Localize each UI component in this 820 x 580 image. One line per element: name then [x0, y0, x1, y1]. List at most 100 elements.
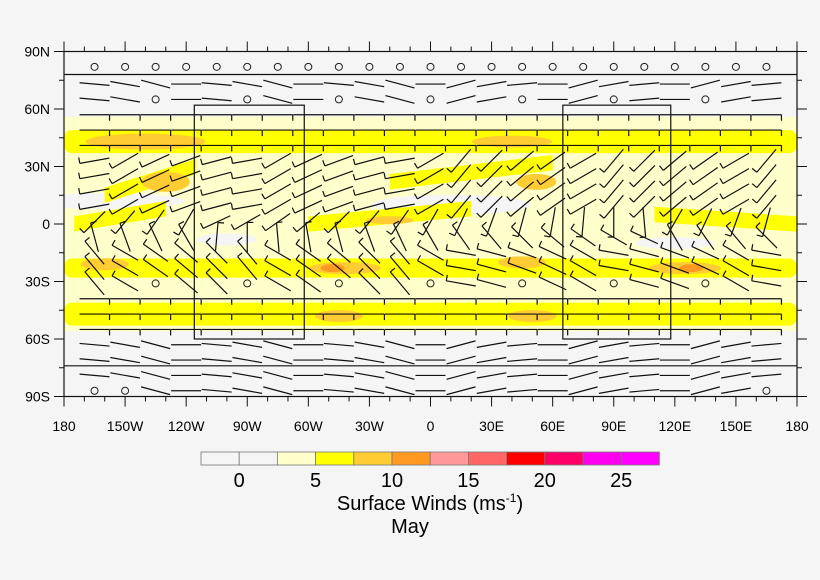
barb-flag [512, 234, 519, 238]
wind-barb [544, 207, 556, 238]
wind-barb [323, 358, 354, 362]
wind-barb [79, 298, 111, 305]
wind-barb [140, 144, 172, 152]
wind-barb [140, 298, 172, 305]
wind-barb [724, 207, 742, 237]
barb-shaft [721, 80, 751, 88]
wind-barb [476, 195, 503, 218]
barb-shaft [722, 260, 750, 277]
barb-shaft [756, 164, 777, 188]
wind-barb [334, 220, 344, 253]
barb-flag [389, 252, 396, 258]
barb-shaft [111, 152, 139, 169]
barb-shaft [451, 224, 471, 251]
barb-flag [108, 178, 113, 184]
barb-flag [536, 179, 541, 186]
barb-shaft [690, 370, 721, 380]
barb-flag [481, 221, 487, 227]
wind-barb [512, 207, 527, 238]
barb-flag [691, 240, 695, 247]
wind-barb [291, 199, 323, 214]
barb-flag [200, 158, 203, 165]
barb-shaft [263, 94, 293, 104]
wind-barb [659, 196, 687, 217]
colorbar-swatch [391, 451, 431, 466]
wind-barb [690, 129, 721, 137]
barb-shaft [110, 356, 140, 364]
barb-flag [629, 166, 635, 172]
barb-flag [334, 220, 341, 224]
wind-barb [201, 129, 233, 137]
region-box [562, 104, 672, 340]
barb-flag [599, 183, 605, 189]
wind-barb [476, 144, 508, 152]
wind-barb [201, 97, 232, 102]
barb-shaft [692, 151, 719, 170]
barb-flag [413, 178, 419, 184]
wind-barb [507, 129, 538, 137]
wind-barb [358, 268, 381, 295]
calm-circle [426, 279, 435, 288]
barb-shaft [629, 373, 660, 378]
barb-shaft [354, 171, 385, 181]
wind-barb [476, 258, 507, 273]
barb-shaft [691, 261, 720, 275]
wind-barb [263, 79, 293, 89]
barb-shaft [140, 370, 171, 380]
barb-flag [506, 196, 512, 202]
barb-flag [476, 166, 482, 172]
wind-barb [756, 207, 771, 238]
wind-barb [264, 255, 292, 277]
barb-flag [476, 273, 480, 280]
shade-band [389, 155, 553, 190]
barb-shaft [480, 195, 503, 218]
wind-barb [264, 239, 292, 261]
wind-barb [171, 313, 202, 321]
wind-barb [214, 221, 225, 253]
barb-shaft [141, 199, 170, 214]
barb-shaft [756, 148, 777, 173]
barb-shaft [629, 342, 660, 347]
wind-barb [295, 238, 321, 262]
barb-shaft [598, 356, 629, 364]
barb-shaft [323, 373, 354, 378]
barb-shaft [205, 257, 228, 280]
barb-shaft [510, 165, 535, 187]
shade-moderate [85, 133, 206, 150]
wind-barb [446, 355, 476, 365]
barb-flag [323, 228, 329, 234]
wind-barb [169, 201, 201, 213]
barb-flag [358, 268, 364, 274]
wind-barb [200, 215, 231, 229]
wind-barb [79, 144, 111, 152]
barb-shaft [446, 79, 476, 89]
barb-shaft [237, 256, 258, 280]
wind-barb [719, 183, 750, 200]
barb-shaft [722, 152, 750, 169]
wind-barb [507, 358, 538, 362]
wind-barb [659, 313, 691, 321]
wind-barb [79, 328, 111, 336]
barb-shaft [598, 249, 629, 256]
wind-barb [263, 94, 293, 104]
barb-shaft [111, 275, 139, 292]
wind-barb [201, 144, 233, 152]
wind-barb [629, 313, 660, 321]
wind-barb [600, 224, 628, 246]
wind-barb [386, 209, 410, 235]
barb-shaft [722, 198, 750, 215]
barb-flag [264, 270, 269, 277]
wind-barb [659, 165, 687, 187]
wind-barb [79, 313, 111, 321]
barb-shaft [205, 241, 228, 264]
calm-circle [334, 62, 343, 71]
barb-shaft [264, 198, 292, 215]
wind-barb [689, 151, 719, 170]
wind-barb [384, 313, 416, 321]
barb-flag [566, 162, 571, 169]
barb-shaft [232, 172, 263, 180]
barb-flag [569, 255, 574, 261]
barb-flag [110, 229, 116, 235]
calm-circle [90, 386, 99, 395]
wind-barb [476, 328, 508, 336]
